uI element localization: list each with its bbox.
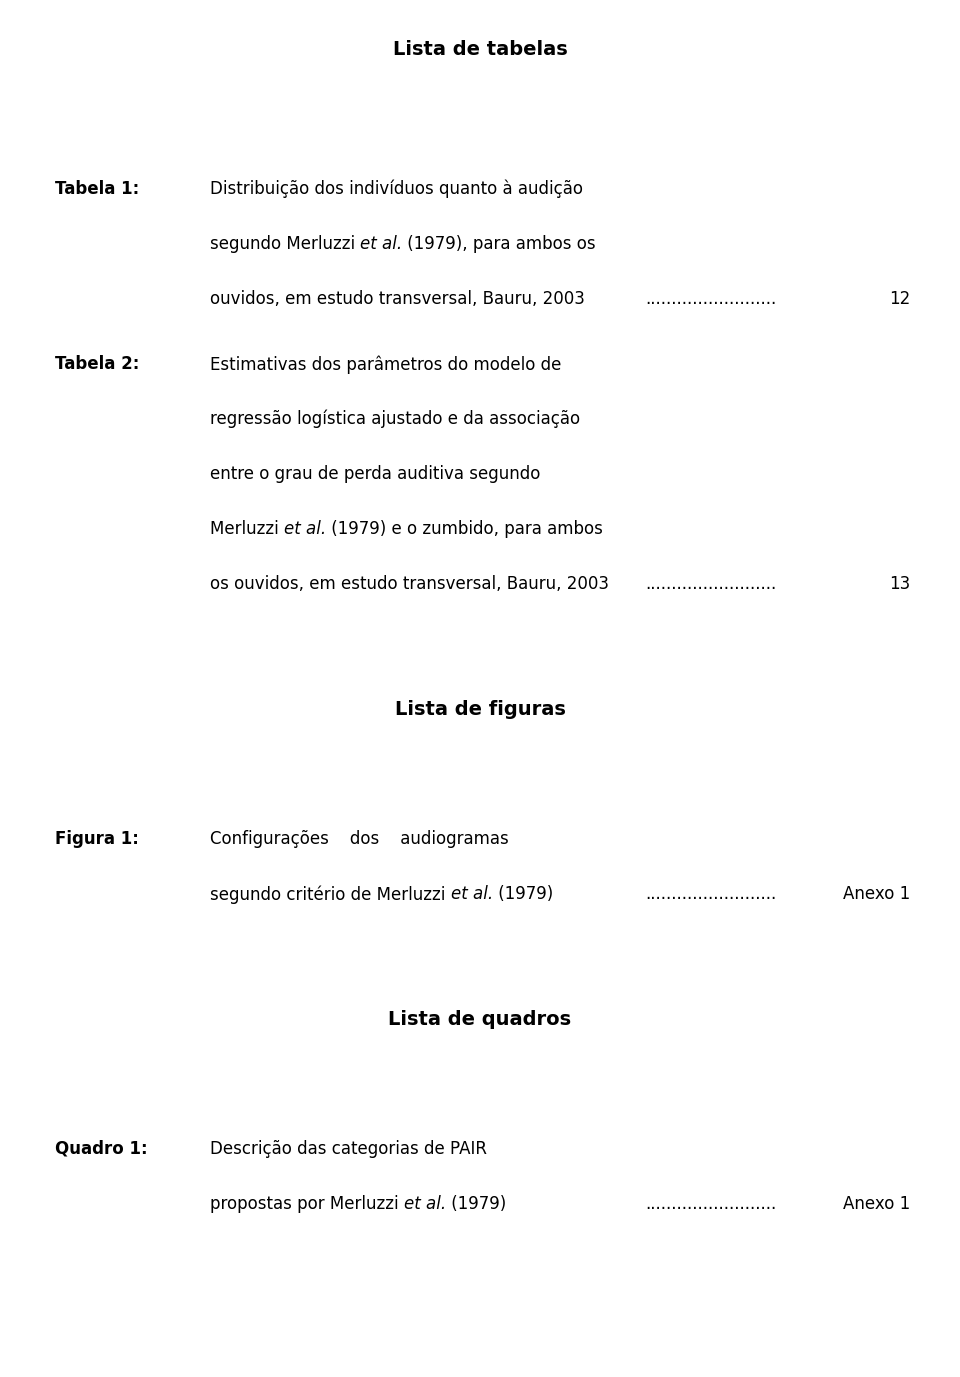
- Text: Lista de tabelas: Lista de tabelas: [393, 40, 567, 59]
- Text: (1979), para ambos os: (1979), para ambos os: [402, 235, 596, 253]
- Text: Tabela 1:: Tabela 1:: [55, 180, 139, 198]
- Text: Quadro 1:: Quadro 1:: [55, 1140, 148, 1158]
- Text: .........................: .........................: [645, 576, 777, 593]
- Text: propostas por Merluzzi: propostas por Merluzzi: [210, 1195, 404, 1213]
- Text: .........................: .........................: [645, 885, 777, 903]
- Text: Figura 1:: Figura 1:: [55, 830, 139, 848]
- Text: et al.: et al.: [360, 235, 402, 253]
- Text: segundo Merluzzi: segundo Merluzzi: [210, 235, 360, 253]
- Text: regressão logística ajustado e da associação: regressão logística ajustado e da associ…: [210, 410, 580, 428]
- Text: Lista de quadros: Lista de quadros: [389, 1009, 571, 1029]
- Text: et al.: et al.: [404, 1195, 446, 1213]
- Text: 13: 13: [889, 576, 910, 593]
- Text: Distribuição dos indivíduos quanto à audição: Distribuição dos indivíduos quanto à aud…: [210, 180, 583, 198]
- Text: 12: 12: [889, 291, 910, 308]
- Text: Configurações    dos    audiogramas: Configurações dos audiogramas: [210, 830, 509, 848]
- Text: Merluzzi: Merluzzi: [210, 521, 284, 538]
- Text: Lista de figuras: Lista de figuras: [395, 700, 565, 719]
- Text: Descrição das categorias de PAIR: Descrição das categorias de PAIR: [210, 1140, 487, 1158]
- Text: Estimativas dos parâmetros do modelo de: Estimativas dos parâmetros do modelo de: [210, 355, 562, 373]
- Text: .........................: .........................: [645, 291, 777, 308]
- Text: Tabela 2:: Tabela 2:: [55, 355, 139, 373]
- Text: .........................: .........................: [645, 1195, 777, 1213]
- Text: Anexo 1: Anexo 1: [843, 885, 910, 903]
- Text: et al.: et al.: [450, 885, 492, 903]
- Text: (1979): (1979): [446, 1195, 506, 1213]
- Text: Anexo 1: Anexo 1: [843, 1195, 910, 1213]
- Text: et al.: et al.: [284, 521, 326, 538]
- Text: entre o grau de perda auditiva segundo: entre o grau de perda auditiva segundo: [210, 465, 540, 483]
- Text: ouvidos, em estudo transversal, Bauru, 2003: ouvidos, em estudo transversal, Bauru, 2…: [210, 291, 585, 308]
- Text: (1979): (1979): [492, 885, 553, 903]
- Text: segundo critério de Merluzzi: segundo critério de Merluzzi: [210, 885, 450, 903]
- Text: os ouvidos, em estudo transversal, Bauru, 2003: os ouvidos, em estudo transversal, Bauru…: [210, 576, 609, 593]
- Text: (1979) e o zumbido, para ambos: (1979) e o zumbido, para ambos: [326, 521, 603, 538]
